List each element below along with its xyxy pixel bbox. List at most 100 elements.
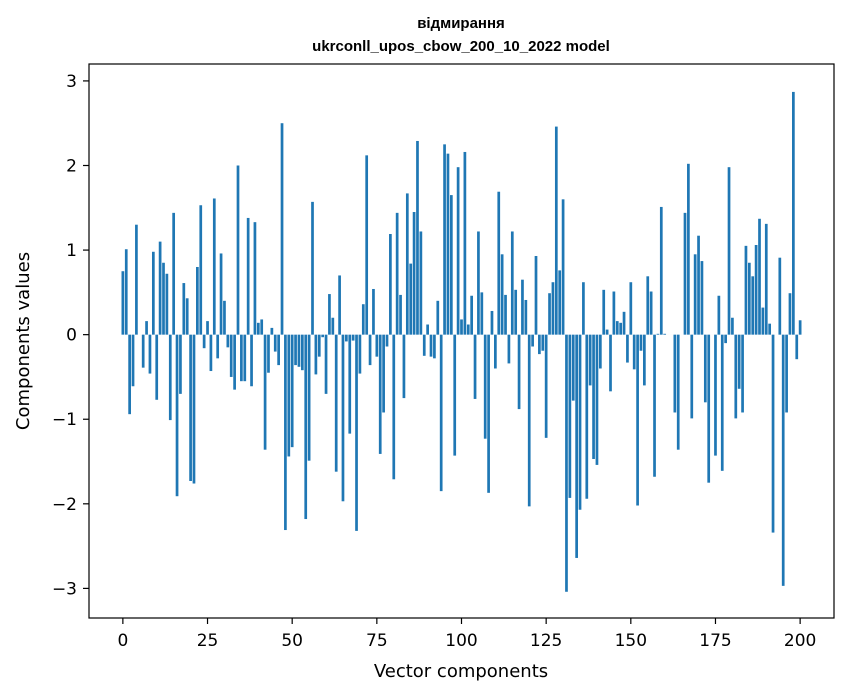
bar-component-120 xyxy=(527,334,531,507)
bar-component-173 xyxy=(707,334,711,483)
bar-component-172 xyxy=(703,334,707,403)
bar-component-113 xyxy=(504,294,507,335)
bar-component-130 xyxy=(561,199,565,335)
bar-component-152 xyxy=(636,334,639,506)
bar-component-31 xyxy=(226,334,230,348)
bar-component-109 xyxy=(490,310,494,335)
bar-component-94 xyxy=(439,334,443,492)
bar-component-191 xyxy=(768,323,772,335)
bar-component-10 xyxy=(155,334,159,400)
bar-component-32 xyxy=(229,334,233,377)
bar-component-24 xyxy=(202,334,206,349)
bar-component-9 xyxy=(151,251,155,335)
bar-component-27 xyxy=(212,198,216,335)
bar-component-123 xyxy=(538,334,541,355)
y-tick-label: 0 xyxy=(66,326,77,346)
bar-component-43 xyxy=(267,334,270,373)
bar-component-129 xyxy=(558,270,562,335)
bar-component-186 xyxy=(751,276,755,335)
bar-component-122 xyxy=(534,256,538,335)
bar-component-1 xyxy=(124,249,128,335)
bar-component-146 xyxy=(615,321,619,335)
bar-component-142 xyxy=(602,289,606,335)
bar-component-86 xyxy=(412,212,416,335)
bar-component-34 xyxy=(236,165,240,335)
bar-component-139 xyxy=(592,334,595,459)
bar-component-39 xyxy=(253,222,257,335)
bar-component-199 xyxy=(795,334,799,360)
bar-component-127 xyxy=(551,282,555,335)
x-tick-label: 150 xyxy=(615,631,647,651)
bar-component-87 xyxy=(416,140,419,335)
bar-component-190 xyxy=(764,223,768,335)
bar-component-85 xyxy=(409,263,413,335)
x-tick-label: 200 xyxy=(784,631,816,651)
bar-component-44 xyxy=(270,327,274,335)
bar-component-83 xyxy=(402,334,406,399)
bar-component-194 xyxy=(778,257,782,335)
bar-component-178 xyxy=(724,334,727,344)
bar-component-0 xyxy=(121,271,125,335)
bar-component-141 xyxy=(598,334,602,369)
bar-component-114 xyxy=(507,334,511,364)
bar-component-154 xyxy=(643,334,646,386)
bar-component-170 xyxy=(697,235,700,335)
x-tick-label: 75 xyxy=(366,631,388,651)
bar-component-33 xyxy=(233,334,236,390)
bar-component-105 xyxy=(477,231,480,335)
bar-component-111 xyxy=(497,191,501,335)
bar-component-78 xyxy=(385,334,389,347)
bar-component-116 xyxy=(514,289,518,335)
chart-title-line1: відмирання xyxy=(417,15,505,32)
bar-component-179 xyxy=(727,167,731,335)
bar-component-89 xyxy=(422,334,426,356)
bar-component-23 xyxy=(199,205,203,335)
bar-component-4 xyxy=(135,224,138,335)
bar-component-53 xyxy=(300,334,304,371)
bar-component-21 xyxy=(192,334,196,484)
chart-title-line2: ukrconll_upos_cbow_200_10_2022 model xyxy=(312,38,610,55)
y-tick-label: −1 xyxy=(52,410,77,430)
bar-component-200 xyxy=(798,320,802,335)
y-tick-label: 3 xyxy=(66,72,77,92)
bar-component-136 xyxy=(582,282,585,335)
bar-component-148 xyxy=(622,311,626,335)
bar-component-124 xyxy=(541,334,545,351)
bar-component-36 xyxy=(243,334,247,382)
bar-component-49 xyxy=(287,334,291,457)
bar-component-19 xyxy=(185,298,189,335)
bar-component-60 xyxy=(324,334,328,394)
bar-component-97 xyxy=(449,195,453,335)
bar-component-90 xyxy=(426,324,429,335)
bar-component-159 xyxy=(659,206,663,335)
x-axis-ticks: 0 25 50 75 100 125 150 175 200 xyxy=(117,618,816,651)
bar-component-182 xyxy=(737,334,741,389)
bar-component-77 xyxy=(382,334,385,413)
bar-component-112 xyxy=(500,254,504,335)
bar-component-158 xyxy=(656,333,660,335)
bar-component-156 xyxy=(649,291,653,335)
bar-component-121 xyxy=(531,334,534,347)
bar-component-135 xyxy=(578,334,582,510)
y-tick-label: −3 xyxy=(52,579,77,599)
x-axis-label: Vector components xyxy=(374,661,548,682)
bar-component-47 xyxy=(280,123,284,335)
x-tick-label: 0 xyxy=(117,631,128,651)
bar-component-119 xyxy=(524,299,528,335)
bar-component-37 xyxy=(246,217,250,335)
x-tick-label: 175 xyxy=(699,631,731,651)
bar-component-6 xyxy=(141,334,145,368)
bar-component-13 xyxy=(165,273,169,335)
bar-component-163 xyxy=(673,334,677,413)
bar-component-46 xyxy=(277,334,280,366)
bar-component-187 xyxy=(754,245,758,335)
bar-component-185 xyxy=(747,262,751,335)
bar-component-115 xyxy=(510,231,514,335)
bar-component-40 xyxy=(256,322,260,335)
bar-component-74 xyxy=(372,288,375,335)
bar-component-70 xyxy=(358,334,362,374)
bar-component-30 xyxy=(223,300,226,335)
y-axis-ticks: −3 −2 −1 0 1 2 3 xyxy=(52,72,89,599)
bar-component-125 xyxy=(544,334,548,438)
